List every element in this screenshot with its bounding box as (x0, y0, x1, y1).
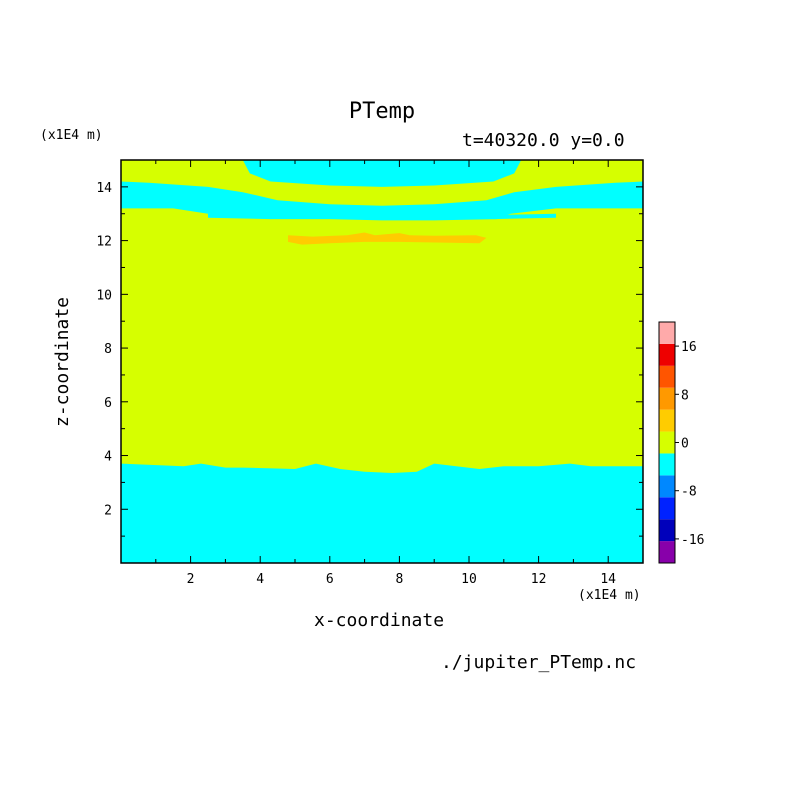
x-axis-unit: (x1E4 m) (578, 588, 641, 603)
chart-subtitle: t=40320.0 y=0.0 (462, 130, 625, 151)
plot-frame (120, 159, 644, 564)
axes: 2 4 6 8 10 12 14 2 4 6 8 10 12 14 (96, 159, 644, 587)
x-tick-label: 6 (326, 572, 334, 587)
colorbar-swatch (659, 343, 675, 366)
colorbar-tick-label: -8 (681, 485, 697, 500)
colorbar-swatch (659, 387, 675, 410)
x-tick-label: 12 (531, 572, 547, 587)
colorbar-tick-label: 16 (681, 340, 697, 355)
contour-region-upper-dome (242, 160, 522, 187)
y-tick-label: 14 (96, 181, 112, 196)
y-tick-label: 6 (104, 396, 112, 411)
colorbar-swatch (659, 431, 675, 454)
colorbar-swatch (659, 497, 675, 520)
colorbar-swatch (659, 519, 675, 542)
contour-region-upper-band-right-tail (493, 213, 556, 220)
colorbar-swatch (659, 365, 675, 388)
source-file-label: ./jupiter_PTemp.nc (441, 652, 637, 673)
y-axis-unit: (x1E4 m) (40, 128, 103, 143)
colorbar-tick-label: -16 (681, 533, 704, 548)
x-tick-label: 4 (256, 572, 264, 587)
colorbar-tick-label: 0 (681, 437, 689, 452)
colorbar-swatch (659, 475, 675, 498)
y-tick-label: 12 (96, 235, 112, 250)
colorbar-swatch (659, 541, 675, 563)
y-tick-label: 8 (104, 342, 112, 357)
colorbar-swatch (659, 409, 675, 432)
contour-region-lower-layer (121, 463, 643, 563)
x-tick-label: 8 (395, 572, 403, 587)
contour-region-warm-streak (288, 232, 487, 245)
y-tick-label: 2 (104, 503, 112, 518)
plot-area (121, 160, 643, 563)
contour-region-upper-band-left-tail (208, 213, 271, 220)
x-tick-label: 14 (600, 572, 616, 587)
x-axis-label: x-coordinate (314, 610, 445, 631)
x-tick-label: 2 (187, 572, 195, 587)
colorbar-swatch (659, 453, 675, 476)
y-tick-label: 4 (104, 450, 112, 465)
x-tick-label: 10 (461, 572, 477, 587)
colorbar-tick-label: 8 (681, 388, 689, 403)
colorbar-swatch (659, 322, 675, 344)
chart-title: PTemp (348, 99, 416, 124)
colorbar: -16 -8 0 8 16 (658, 321, 704, 564)
y-tick-label: 10 (96, 288, 112, 303)
contour-region-upper-band (121, 181, 643, 221)
